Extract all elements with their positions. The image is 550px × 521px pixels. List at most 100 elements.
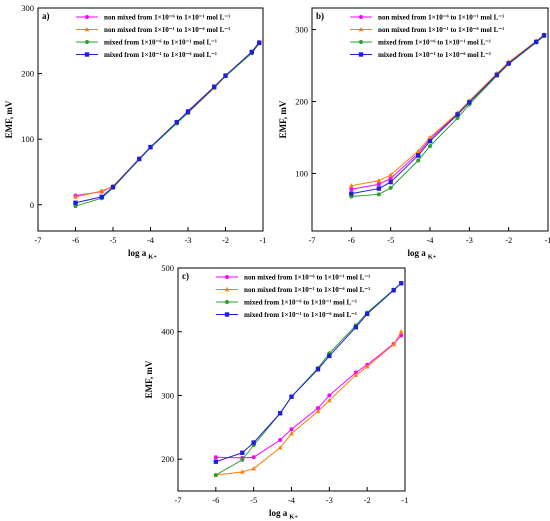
legend-swatch-marker: [359, 15, 363, 19]
legend-label: non mixed from 1×10⁻⁶ to 1×10⁻¹ mol L⁻¹: [244, 274, 370, 282]
legend-swatch-marker: [85, 15, 89, 19]
data-point: [277, 411, 283, 416]
data-point: [494, 72, 500, 78]
x-axis-label-main: log a: [269, 508, 288, 518]
x-tick-label: -1: [544, 235, 550, 245]
legend-label: mixed from 1×10⁻⁶ to 1×10⁻¹ mol L⁻¹: [244, 299, 357, 307]
x-axis-label-subscript: K+: [148, 254, 157, 261]
data-point: [455, 112, 460, 117]
x-tick-label: -4: [147, 235, 155, 245]
x-axis-label-subscript: K+: [428, 254, 437, 261]
data-point: [349, 187, 354, 192]
legend-label: non mixed from 1×10⁻¹ to 1×10⁻⁶ mol L⁻¹: [104, 26, 230, 34]
legend-label: non mixed from 1×10⁻⁶ to 1×10⁻¹ mol L⁻¹: [104, 14, 230, 22]
legend-label: mixed from 1×10⁻¹ to 1×10⁻⁶ mol L⁻¹: [104, 51, 217, 59]
y-tick-label: 500: [161, 263, 174, 273]
series-line: [75, 42, 260, 204]
data-point: [416, 158, 421, 163]
series-2: [73, 40, 262, 199]
data-point: [174, 119, 179, 125]
legend-label: non mixed from 1×10⁻¹ to 1×10⁻⁶ mol L⁻¹: [378, 26, 504, 34]
data-point: [388, 179, 393, 185]
x-tick-label: -6: [212, 495, 219, 505]
data-point: [73, 200, 78, 205]
series-line: [351, 35, 545, 197]
x-axis-label: log a K+: [128, 248, 157, 261]
x-tick-label: -7: [34, 235, 41, 245]
y-tick-label: 400: [161, 327, 174, 337]
data-point: [376, 182, 381, 187]
data-point: [506, 61, 511, 66]
data-point: [388, 185, 393, 190]
panel-label: b): [316, 11, 324, 21]
series-line: [75, 43, 260, 207]
x-axis-label: log a K+: [269, 508, 298, 521]
legend-swatch-marker: [84, 26, 90, 32]
x-tick-label: -7: [174, 495, 181, 505]
data-point: [212, 84, 217, 89]
data-point: [364, 364, 370, 369]
y-tick-label: 200: [21, 69, 34, 79]
y-tick-label: 300: [161, 390, 174, 400]
series-4: [213, 281, 404, 464]
y-tick-label: 100: [21, 134, 34, 144]
data-point: [388, 176, 393, 181]
legend: non mixed from 1×10⁻⁶ to 1×10⁻¹ mol L⁻¹ n…: [350, 14, 504, 59]
data-point: [428, 144, 432, 149]
x-tick-label: -6: [72, 235, 79, 245]
x-tick-label: -1: [401, 495, 408, 505]
data-point: [239, 469, 245, 474]
data-point: [327, 393, 332, 398]
data-point: [251, 466, 257, 471]
y-tick-label: 300: [21, 3, 34, 13]
data-point: [315, 367, 321, 372]
data-point: [289, 427, 294, 432]
chart-panel-1: -7 -6 -5 -4 -3 -2 -1 0 100 200 300 log a K+ EMF, mV a)…: [4, 3, 267, 261]
data-point: [213, 455, 218, 460]
y-axis-label: EMF, mV: [144, 360, 154, 398]
data-point: [289, 394, 294, 399]
legend-label: non mixed from 1×10⁻¹ to 1×10⁻⁶ mol L⁻¹: [244, 286, 370, 294]
data-point: [148, 144, 153, 150]
x-tick-label: -2: [505, 235, 512, 245]
data-point: [213, 459, 219, 464]
x-tick-label: -5: [387, 235, 394, 245]
data-point: [388, 172, 394, 177]
chart-panel-2: -7 -6 -5 -4 -3 -2 -1 100 200 300 log a K+ EMF, mV b) n…: [278, 7, 550, 261]
x-tick-label: -2: [364, 495, 371, 505]
data-point: [240, 457, 245, 462]
x-axis-label-main: log a: [407, 248, 426, 258]
legend-swatch-marker: [85, 40, 89, 44]
data-point: [353, 372, 359, 377]
data-point: [99, 194, 104, 200]
x-tick-label: -7: [308, 235, 315, 245]
data-point: [353, 325, 359, 330]
y-axis-label: EMF, mV: [4, 100, 14, 138]
x-tick-label: -2: [222, 235, 229, 245]
panel-label: c): [182, 271, 189, 281]
data-point: [73, 204, 78, 209]
data-point: [289, 431, 294, 436]
data-point: [251, 440, 256, 445]
x-tick-label: -3: [326, 495, 333, 505]
panel-label: a): [42, 11, 50, 21]
data-point: [427, 134, 433, 140]
x-tick-label: -1: [259, 235, 266, 245]
data-point: [376, 178, 382, 183]
legend-label: mixed from 1×10⁻⁶ to 1×10⁻¹ mol L⁻¹: [104, 39, 217, 47]
data-point: [398, 329, 404, 334]
y-axis-label: EMF, mV: [278, 100, 288, 138]
data-point: [399, 333, 404, 338]
legend-swatch-marker: [224, 286, 230, 292]
legend-label: mixed from 1×10⁻¹ to 1×10⁻⁶ mol L⁻¹: [244, 311, 357, 319]
legend-label: non mixed from 1×10⁻⁶ to 1×10⁻¹ mol L⁻¹: [378, 14, 504, 22]
data-point: [99, 188, 105, 193]
data-point: [223, 73, 228, 78]
data-point: [364, 311, 370, 317]
series-1: [73, 40, 262, 198]
x-tick-label: -5: [109, 235, 116, 245]
data-point: [73, 194, 78, 199]
data-point: [137, 156, 142, 162]
data-point: [467, 100, 472, 105]
x-tick-label: -3: [184, 235, 191, 245]
